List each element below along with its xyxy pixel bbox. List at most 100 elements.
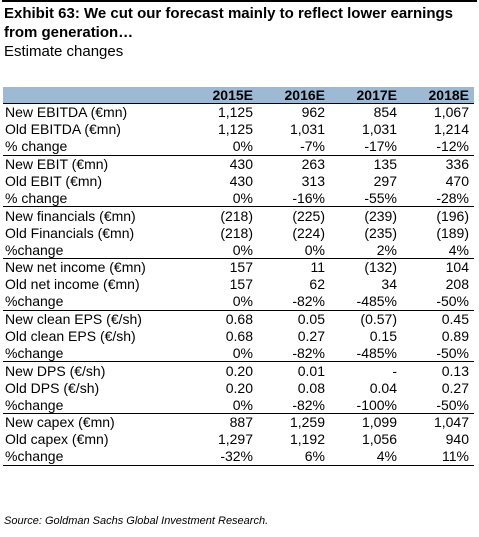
value-cell: 0.89 xyxy=(441,328,469,345)
value-cell: -12% xyxy=(436,138,469,155)
value-cell: 0.05 xyxy=(258,309,330,328)
value-cell: 430 xyxy=(186,154,258,173)
value-cell: 1,214 xyxy=(433,121,469,138)
table-row: Old EBITDA (€mn) 1,125 1,031 1,031 1,214 xyxy=(3,121,474,138)
value-cell: 1,099 xyxy=(330,413,402,431)
value-cell: (189) xyxy=(436,224,469,241)
row-label: Old net income (€mn) xyxy=(5,276,140,293)
value-cell: 4% xyxy=(330,447,402,466)
value-cell: 0.01 xyxy=(258,361,330,380)
row-label: % change xyxy=(5,189,68,206)
value-cell: 1,056 xyxy=(361,431,397,448)
value-cell: 0.15 xyxy=(369,328,397,345)
row-label: Old EBIT (€mn) xyxy=(5,173,102,189)
value-cell: 135 xyxy=(330,154,402,173)
table-row: %change 0% -82% -100% -50% xyxy=(3,396,474,413)
table-row: New EBITDA (€mn) 1,125 962 854 1,067 xyxy=(3,102,474,121)
table-row: % change 0% -7% -17% -12% xyxy=(3,138,474,155)
value-cell: -16% xyxy=(292,189,325,206)
row-label: Old EBITDA (€mn) xyxy=(5,121,121,138)
value-cell: 0.27 xyxy=(297,328,325,345)
value-cell: 887 xyxy=(186,413,258,431)
value-cell: 0% xyxy=(232,293,253,310)
row-label: %change xyxy=(5,241,64,258)
source-note: Source: Goldman Sachs Global Investment … xyxy=(4,515,269,527)
value-cell: 4% xyxy=(448,241,469,258)
exhibit-title: Exhibit 63: We cut our forecast mainly t… xyxy=(4,5,454,41)
value-cell: 0% xyxy=(232,138,253,155)
row-label: New financials (€mn) xyxy=(3,206,186,225)
row-label: New capex (€mn) xyxy=(3,413,186,431)
value-cell: -7% xyxy=(300,138,325,155)
value-cell: 1,192 xyxy=(289,431,325,448)
value-cell: 0% xyxy=(232,189,253,206)
table-row: %change -32% 6% 4% 11% xyxy=(3,447,474,466)
row-label: Old clean EPS (€/sh) xyxy=(5,328,136,345)
table-row: New clean EPS (€/sh) 0.68 0.05 (0.57) 0.45 xyxy=(3,309,474,328)
value-cell: 0.08 xyxy=(297,379,325,396)
value-cell: 0.27 xyxy=(441,379,469,396)
value-cell: -82% xyxy=(292,293,325,310)
value-cell: 104 xyxy=(402,258,474,276)
value-cell: 854 xyxy=(330,102,402,121)
table-row: %change 0% -82% -485% -50% xyxy=(3,344,474,361)
table-row: New financials (€mn) (218) (225) (239) (196) xyxy=(3,206,474,225)
row-label: New EBIT (€mn) xyxy=(3,154,186,173)
row-label: %change xyxy=(5,293,64,310)
value-cell: 430 xyxy=(229,173,253,189)
table-row: Old capex (€mn) 1,297 1,192 1,056 940 xyxy=(3,431,474,448)
value-cell: -55% xyxy=(364,189,397,206)
value-cell: 0.20 xyxy=(225,379,253,396)
value-cell: -28% xyxy=(436,189,469,206)
header-cell-label xyxy=(3,87,186,104)
value-cell: 11 xyxy=(258,258,330,276)
value-cell: 0.68 xyxy=(186,309,258,328)
header-cell-2017e: 2017E xyxy=(330,87,402,104)
table-row: %change 0% 0% 2% 4% xyxy=(3,241,474,258)
row-label: New EBITDA (€mn) xyxy=(3,102,186,121)
row-label: Old Financials (€mn) xyxy=(5,224,135,241)
value-cell: 62 xyxy=(309,276,325,293)
value-cell: (132) xyxy=(330,258,402,276)
value-cell: 0% xyxy=(304,241,325,258)
value-cell: 1,047 xyxy=(402,413,474,431)
value-cell: -17% xyxy=(364,138,397,155)
table-row: % change 0% -16% -55% -28% xyxy=(3,189,474,206)
value-cell: 1,031 xyxy=(361,121,397,138)
table-row: Old DPS (€/sh) 0.20 0.08 0.04 0.27 xyxy=(3,379,474,396)
value-cell: -485% xyxy=(356,344,397,361)
value-cell: 157 xyxy=(186,258,258,276)
value-cell: 1,259 xyxy=(258,413,330,431)
value-cell: 11% xyxy=(402,447,474,466)
value-cell: 1,125 xyxy=(186,102,258,121)
value-cell: 1,125 xyxy=(217,121,253,138)
table-row: %change 0% -82% -485% -50% xyxy=(3,293,474,310)
value-cell: (196) xyxy=(402,206,474,225)
top-rule xyxy=(2,0,477,2)
value-cell: 0.68 xyxy=(225,328,253,345)
value-cell: 208 xyxy=(445,276,469,293)
estimate-changes-table: 2015E 2016E 2017E 2018E New EBITDA (€mn)… xyxy=(3,87,474,466)
table-header-row: 2015E 2016E 2017E 2018E xyxy=(3,87,474,104)
value-cell: 1,067 xyxy=(402,102,474,121)
value-cell: -485% xyxy=(356,293,397,310)
value-cell: 34 xyxy=(381,276,397,293)
value-cell: -82% xyxy=(292,396,325,413)
value-cell: 962 xyxy=(258,102,330,121)
table-row: Old net income (€mn) 157 62 34 208 xyxy=(3,276,474,293)
value-cell: 0% xyxy=(232,241,253,258)
value-cell: (224) xyxy=(292,224,325,241)
value-cell: 6% xyxy=(258,447,330,466)
row-label: %change xyxy=(3,447,186,466)
value-cell: 157 xyxy=(229,276,253,293)
table-row: New DPS (€/sh) 0.20 0.01-0.13 xyxy=(3,361,474,380)
value-cell: 0% xyxy=(232,344,253,361)
value-cell: 1,031 xyxy=(289,121,325,138)
value-cell: 0.45 xyxy=(402,309,474,328)
value-cell: 263 xyxy=(258,154,330,173)
value-cell: -32% xyxy=(186,447,258,466)
value-cell: -50% xyxy=(436,344,469,361)
value-cell: 313 xyxy=(301,173,325,189)
value-cell: -100% xyxy=(356,396,397,413)
value-cell: 336 xyxy=(402,154,474,173)
